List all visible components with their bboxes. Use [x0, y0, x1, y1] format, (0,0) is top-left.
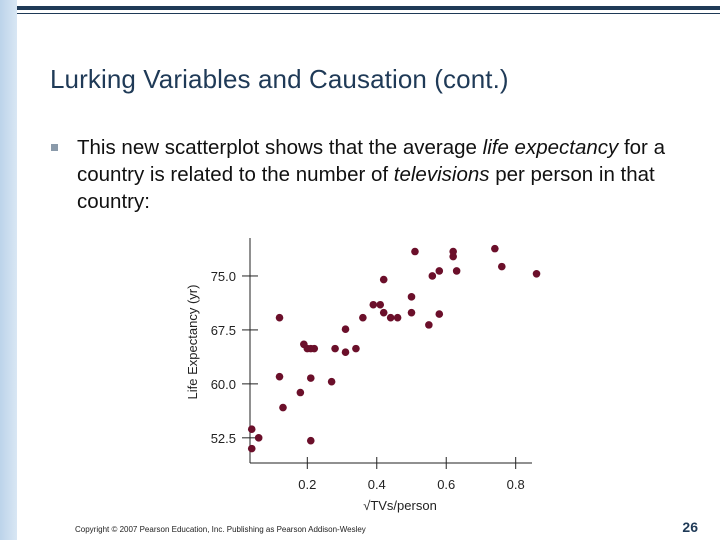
data-point [359, 313, 367, 322]
x-tick-label: 0.4 [368, 477, 386, 492]
data-point [310, 344, 319, 353]
y-tick-label: 67.5 [211, 323, 236, 338]
data-point [411, 247, 419, 256]
data-point [279, 403, 287, 412]
data-point [425, 321, 433, 329]
y-tick-label: 52.5 [211, 431, 236, 446]
bullet-text: This new scatterplot shows that the aver… [77, 134, 677, 215]
data-point [352, 344, 360, 353]
top-rule-thin [17, 13, 720, 14]
data-point [428, 272, 437, 280]
data-point [435, 310, 444, 318]
data-point [449, 247, 457, 256]
bullet-text-emphasis: televisions [393, 163, 490, 186]
bullet-text-part: per person in that country: [77, 163, 655, 213]
x-axis-label: √TVs/person [363, 498, 437, 513]
x-tick-label: 0.8 [507, 477, 525, 492]
data-point [393, 313, 402, 322]
data-point [247, 444, 256, 453]
x-tick-label: 0.2 [298, 477, 316, 492]
data-point [275, 313, 284, 322]
data-point [379, 275, 388, 284]
data-point [275, 372, 284, 381]
data-point [532, 270, 541, 278]
top-rule-thick [17, 6, 720, 10]
y-axis-label: Life Expectancy (yr) [185, 285, 200, 400]
y-tick-label: 60.0 [211, 377, 236, 392]
data-point [296, 388, 305, 397]
data-point [497, 262, 506, 271]
left-accent-bar [0, 0, 17, 540]
chart-points [247, 244, 541, 453]
data-point [435, 267, 444, 275]
bullet-text-part: for a country is related to the number o… [77, 136, 665, 186]
data-point [386, 313, 395, 322]
data-point [341, 348, 350, 357]
x-tick-label: 0.6 [437, 477, 455, 492]
data-point [369, 300, 378, 309]
data-point [306, 436, 315, 445]
data-point [452, 267, 461, 275]
data-point [379, 308, 388, 317]
y-tick-label: 75.0 [211, 269, 236, 284]
data-point [376, 300, 385, 309]
data-point [331, 344, 339, 353]
data-point [327, 377, 336, 386]
chart-axes: 52.5 60.0 67.5 75.0 0.2 0.4 0.6 0.8 √TVs/person L… [185, 238, 532, 513]
data-point [341, 325, 350, 334]
data-point [491, 244, 499, 253]
bullet-text-part: This new scatterplot shows that the aver… [77, 136, 483, 159]
data-point [247, 425, 256, 433]
bullet-text-emphasis: life expectancy [482, 136, 619, 159]
slide-title: Lurking Variables and Causation (cont.) [50, 64, 509, 94]
bullet-square-icon [51, 144, 58, 151]
data-point [306, 374, 315, 382]
data-point [407, 308, 416, 317]
copyright-footer: Copyright © 2007 Pearson Education, Inc.… [75, 525, 366, 534]
page-number: 26 [682, 519, 698, 535]
data-point [407, 293, 416, 301]
data-point [254, 434, 263, 442]
